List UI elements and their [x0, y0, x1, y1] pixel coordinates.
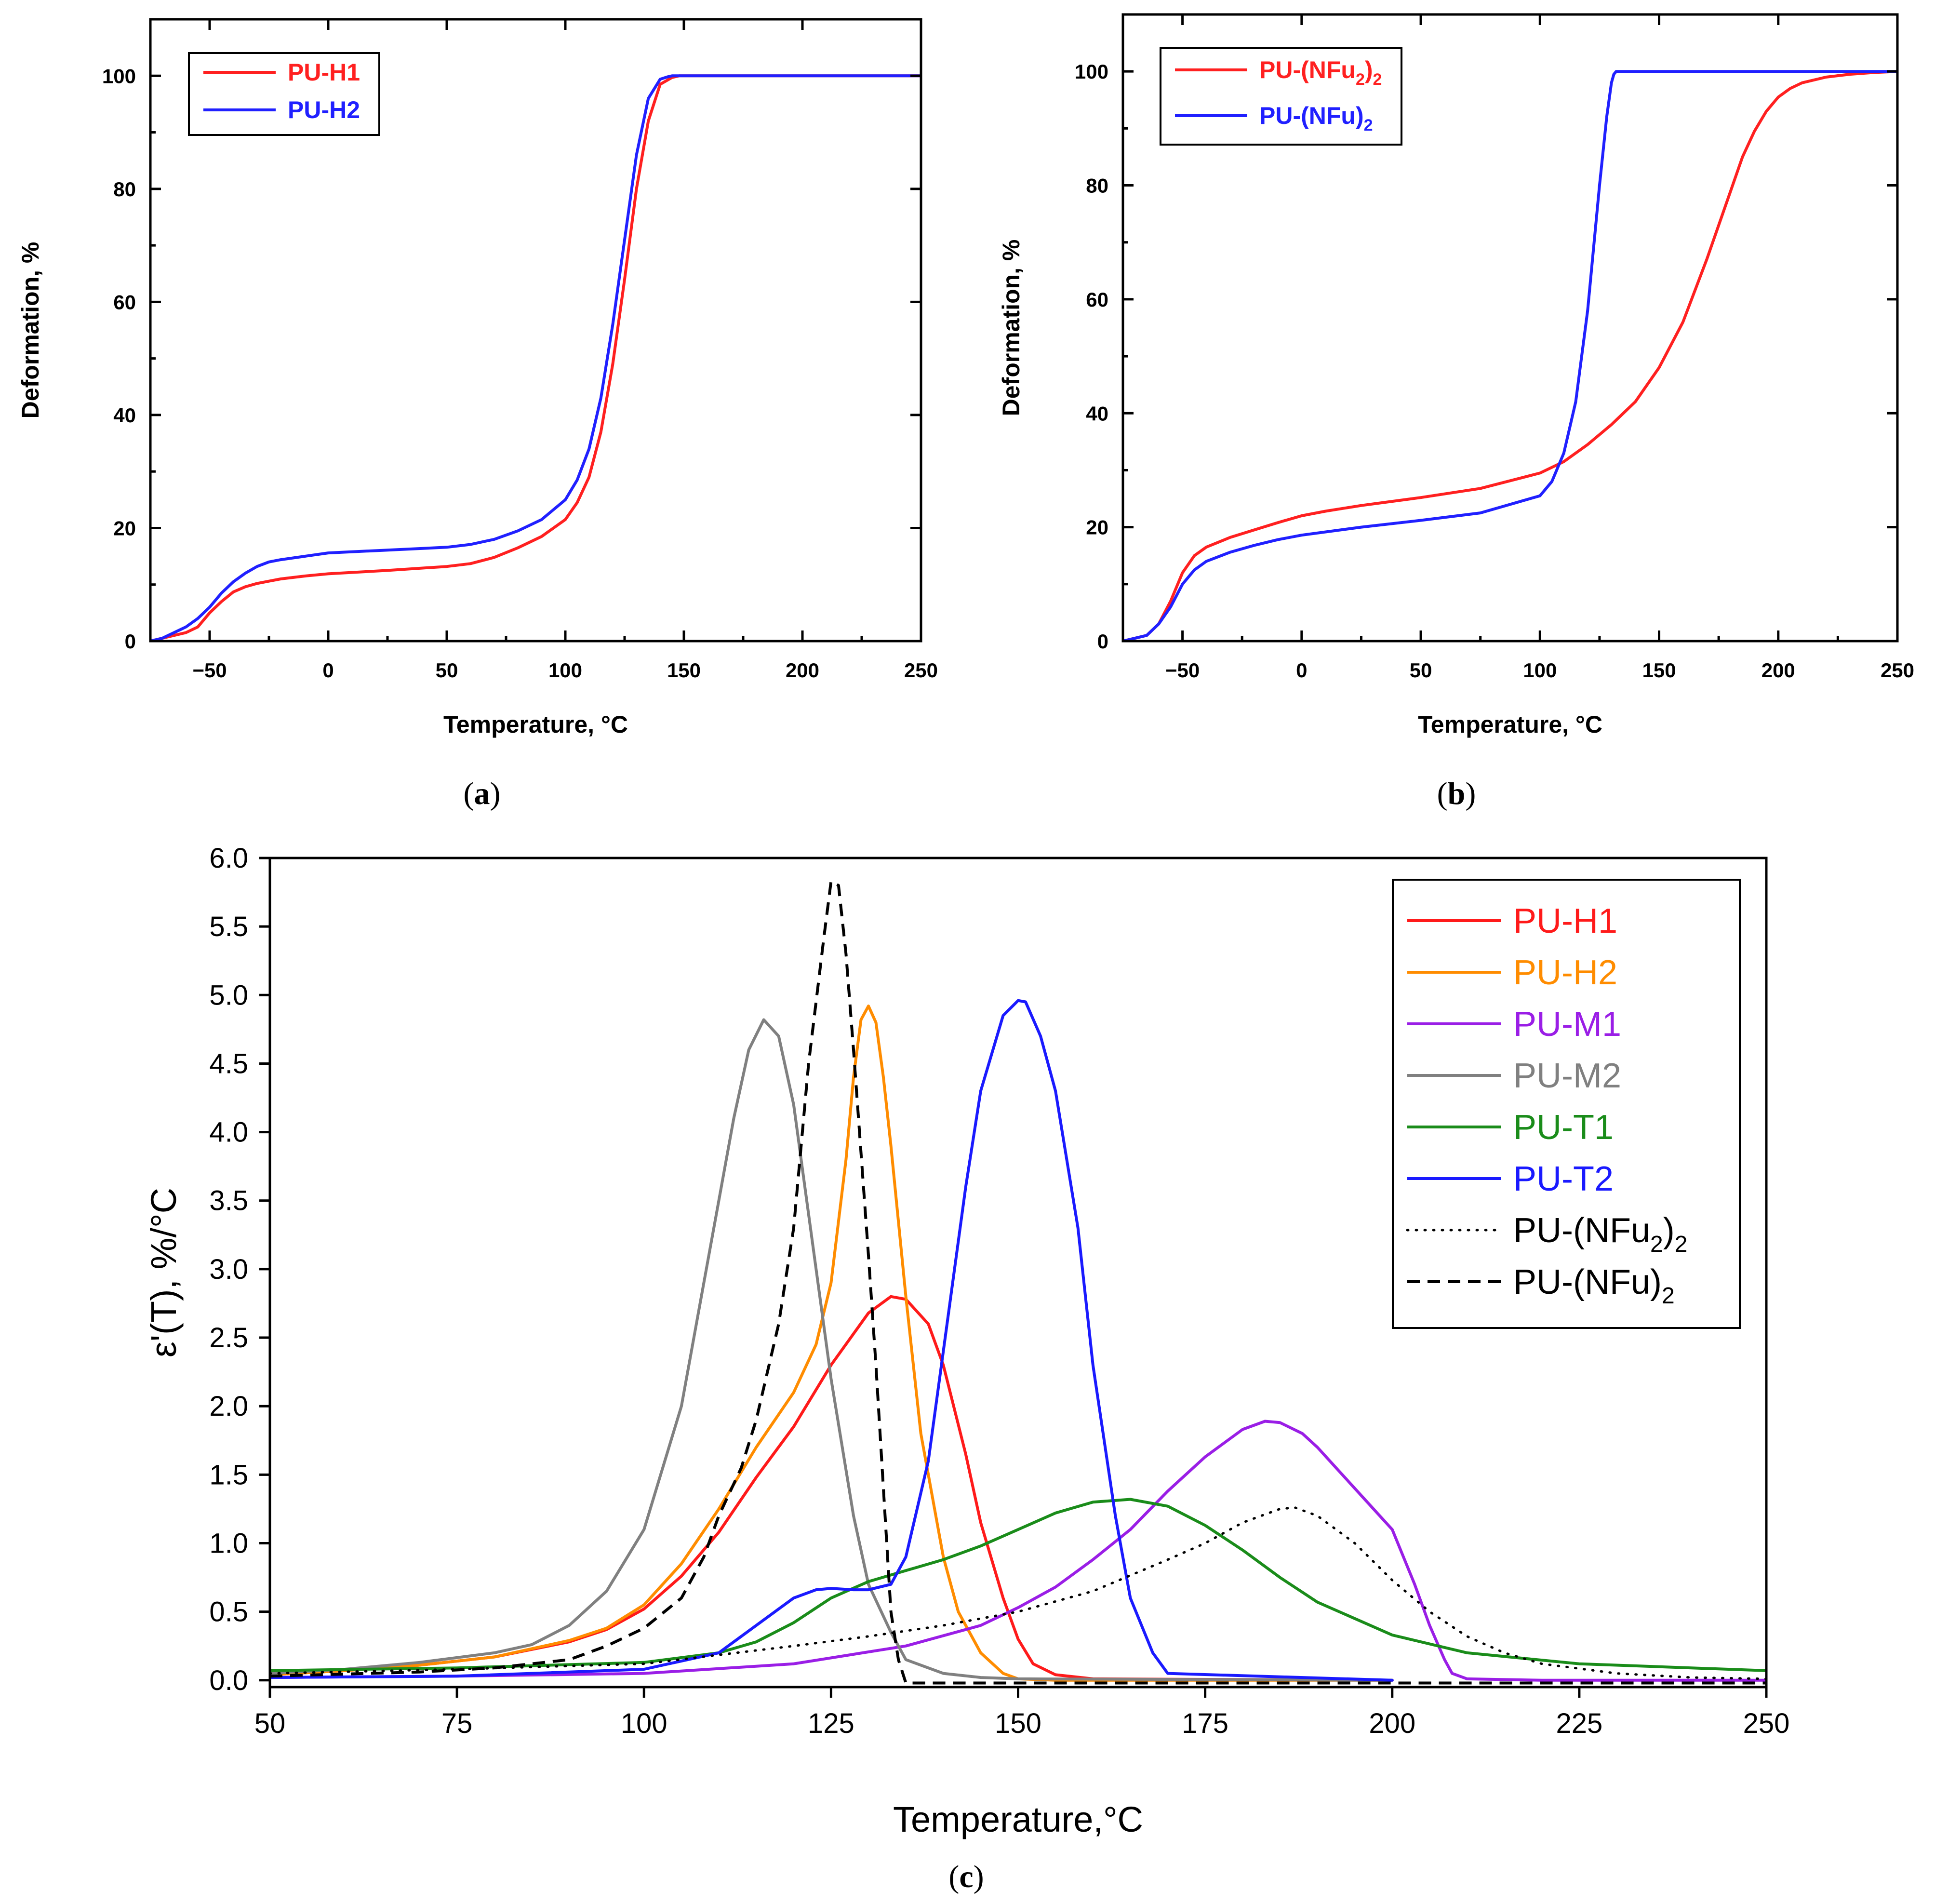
x-tick-label: 100 [1523, 659, 1557, 682]
x-tick-label: −50 [192, 659, 227, 682]
y-tick-label: 1.0 [209, 1528, 248, 1559]
y-tick-label: 60 [1086, 288, 1108, 311]
y-tick-label: 0.0 [209, 1665, 248, 1696]
legend-label: PU-T1 [1513, 1108, 1614, 1147]
x-tick-label: 150 [995, 1708, 1041, 1739]
legend-label: PU-H2 [1513, 953, 1617, 992]
x-tick-label: 175 [1182, 1708, 1228, 1739]
y-axis-title: Deformation, % [998, 240, 1025, 416]
legend-box [1392, 879, 1741, 1329]
x-tick-label: 100 [548, 659, 582, 682]
y-tick-label: 40 [113, 404, 136, 427]
y-tick-label: 3.0 [209, 1254, 248, 1285]
legend-label: PU-(NFu)2 [1259, 102, 1373, 134]
y-axis-title: Deformation, % [17, 242, 44, 419]
y-tick-label: 0 [1097, 630, 1108, 653]
plot-frame [149, 18, 922, 643]
panel-b-chart: −50 0 50 100 150 200 250 0 20 40 60 80 100 Temperatur… [998, 13, 1914, 738]
y-tick-label: 80 [113, 178, 136, 201]
legend-label: PU-(NFu)2 [1513, 1263, 1675, 1309]
x-tick-label: 200 [1369, 1708, 1415, 1739]
y-tick-label: 5.0 [209, 979, 248, 1011]
legend-label: PU-H2 [288, 96, 360, 123]
y-tick-label: 2.0 [209, 1391, 248, 1422]
legend-box [188, 52, 380, 136]
x-tick-label: 50 [436, 659, 458, 682]
y-tick-label: 100 [102, 65, 136, 87]
x-axis-title: Temperature,°C [893, 1799, 1143, 1839]
series-line-pu-nfu-2 [1123, 70, 1897, 641]
legend-label: PU-M1 [1513, 1005, 1621, 1044]
series-line-pu-h2 [150, 74, 921, 641]
panel-c-chart: 50 75 100 125 150 175 200 225 250 0.0 0.5 1.0 1.5 2.0… [144, 843, 1789, 1839]
legend: PU-(NFu2)2 PU-(NFu)2 [1160, 47, 1402, 146]
series-line-pu-nfu-2 [270, 880, 1766, 1685]
y-tick-label: 1.5 [209, 1459, 248, 1490]
series-line-pu-nfu2-2 [270, 1506, 1766, 1680]
series-line-pu-t2 [270, 999, 1394, 1682]
x-tick-label: 100 [621, 1708, 667, 1739]
y-tick-label: 20 [113, 517, 136, 539]
panel-label-c: (c) [948, 1859, 984, 1894]
y-tick-label: 4.5 [209, 1048, 248, 1079]
x-tick-label: 125 [808, 1708, 854, 1739]
series-group [150, 74, 921, 641]
y-tick-label: 80 [1086, 174, 1108, 197]
panel-label-a: (a) [464, 776, 501, 811]
legend-label: PU-T2 [1513, 1160, 1614, 1198]
series-line-pu-h1 [150, 74, 921, 641]
y-tick-label: 60 [113, 291, 136, 313]
y-tick-label: 6.0 [209, 843, 248, 874]
x-tick-label: 0 [1296, 659, 1307, 682]
y-tick-label: 5.5 [209, 911, 248, 942]
y-tick-label: 20 [1086, 516, 1108, 539]
legend: PU-H1 PU-H2 [188, 52, 380, 136]
panel-label-b: (b) [1437, 776, 1476, 811]
y-tick-label: 4.0 [209, 1117, 248, 1148]
plot-frame [1121, 13, 1899, 643]
x-tick-label: 200 [1762, 659, 1795, 682]
x-tick-label: 250 [1743, 1708, 1790, 1739]
y-tick-label: 2.5 [209, 1322, 248, 1354]
x-tick-label: −50 [1165, 659, 1200, 682]
x-tick-label: 225 [1556, 1708, 1602, 1739]
series-line-pu-nfu2-2 [1123, 70, 1897, 641]
x-tick-label: 200 [786, 659, 819, 682]
x-tick-label: 250 [1881, 659, 1914, 682]
series-line-pu-m2 [270, 1018, 1394, 1682]
y-tick-label: 3.5 [209, 1185, 248, 1217]
x-tick-label: 150 [667, 659, 701, 682]
legend: PU-H1 PU-H2 PU-M1 PU-M2 PU-T1 PU-T2 PU-(NFu2)2… [1392, 879, 1741, 1329]
series-group [1123, 70, 1897, 641]
x-tick-label: 250 [904, 659, 938, 682]
legend-label: PU-(NFu2)2 [1259, 56, 1382, 89]
series-line-pu-m1 [270, 1420, 1766, 1682]
legend-label: PU-(NFu2)2 [1513, 1211, 1687, 1257]
legend-label: PU-M2 [1513, 1057, 1621, 1095]
y-tick-label: 40 [1086, 402, 1108, 425]
x-tick-label: 50 [254, 1708, 286, 1739]
series-group [270, 880, 1766, 1685]
x-axis-title: Temperature, °C [443, 711, 628, 738]
legend-label: PU-H1 [288, 59, 360, 86]
x-tick-label: 0 [322, 659, 334, 682]
y-axis-title: ε'(T), %/°C [144, 1188, 184, 1357]
x-tick-label: 150 [1642, 659, 1676, 682]
y-tick-label: 100 [1075, 60, 1108, 83]
legend-label: PU-H1 [1513, 902, 1617, 940]
x-tick-label: 75 [441, 1708, 473, 1739]
y-tick-label: 0.5 [209, 1596, 248, 1628]
series-line-pu-h2 [270, 1005, 1394, 1682]
x-tick-label: 50 [1410, 659, 1432, 682]
legend-box [1160, 47, 1402, 146]
x-axis-title: Temperature, °C [1418, 711, 1602, 738]
y-tick-label: 0 [125, 630, 136, 653]
panel-a-chart: −50 0 50 100 150 200 250 0 20 40 60 80 100 Temperatur… [17, 18, 938, 738]
series-line-pu-t1 [270, 1498, 1766, 1672]
series-line-pu-h1 [270, 1295, 1394, 1682]
